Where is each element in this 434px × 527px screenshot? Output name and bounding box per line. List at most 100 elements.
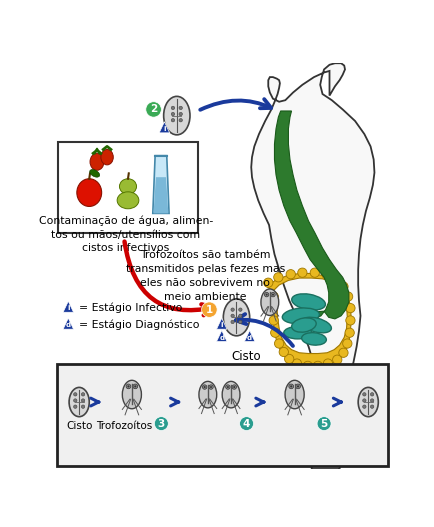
Circle shape <box>322 359 332 368</box>
Ellipse shape <box>283 327 311 339</box>
Ellipse shape <box>291 318 316 332</box>
Bar <box>57 364 388 466</box>
Text: 5: 5 <box>320 418 327 428</box>
Ellipse shape <box>282 308 319 324</box>
Polygon shape <box>159 122 169 133</box>
Circle shape <box>73 405 77 408</box>
Circle shape <box>238 320 242 324</box>
Circle shape <box>81 393 85 396</box>
Text: = Estágio Infectivo: = Estágio Infectivo <box>79 303 182 314</box>
Circle shape <box>171 112 174 116</box>
Polygon shape <box>216 330 227 341</box>
Circle shape <box>264 292 268 297</box>
Text: Cisto: Cisto <box>231 350 261 363</box>
Ellipse shape <box>89 170 99 177</box>
Text: = Estágio Diagnóstico: = Estágio Diagnóstico <box>79 320 199 330</box>
Circle shape <box>362 405 365 408</box>
Circle shape <box>344 328 353 337</box>
Circle shape <box>309 268 319 277</box>
Ellipse shape <box>117 192 138 209</box>
Circle shape <box>279 347 288 357</box>
Circle shape <box>345 316 354 325</box>
Text: i: i <box>220 323 223 328</box>
Ellipse shape <box>301 333 326 345</box>
Circle shape <box>331 275 340 284</box>
Text: Trofozoítos são também
transmitidos pelas fezes mas
eles não sobrevivem no
meio : Trofozoítos são também transmitidos pela… <box>125 250 284 301</box>
Ellipse shape <box>69 387 89 417</box>
Circle shape <box>269 316 278 325</box>
Circle shape <box>292 359 301 368</box>
Circle shape <box>268 304 277 313</box>
Circle shape <box>233 386 235 388</box>
Circle shape <box>269 292 278 301</box>
Ellipse shape <box>357 387 378 417</box>
Circle shape <box>270 292 275 297</box>
Circle shape <box>270 328 279 337</box>
Text: Cisto: Cisto <box>66 421 92 431</box>
Circle shape <box>238 314 242 317</box>
Polygon shape <box>251 63 374 469</box>
Circle shape <box>231 385 236 389</box>
Circle shape <box>271 294 273 296</box>
Circle shape <box>362 399 365 402</box>
Ellipse shape <box>223 299 249 336</box>
Circle shape <box>73 399 77 402</box>
Text: Trofozoítos: Trofozoítos <box>96 421 152 431</box>
Circle shape <box>274 339 283 348</box>
Polygon shape <box>63 318 73 329</box>
Bar <box>58 142 197 232</box>
Circle shape <box>126 384 131 389</box>
Ellipse shape <box>101 150 113 165</box>
Text: Contaminação de água, alimen-
tos ou mãos/utensílios com
cistos infectivos: Contaminação de água, alimen- tos ou mão… <box>39 216 212 253</box>
Polygon shape <box>274 111 348 319</box>
Circle shape <box>81 399 85 402</box>
Text: i: i <box>163 126 165 132</box>
Circle shape <box>134 385 136 387</box>
Text: 3: 3 <box>158 418 164 428</box>
Circle shape <box>201 302 217 317</box>
Ellipse shape <box>163 96 190 135</box>
Circle shape <box>370 405 373 408</box>
Circle shape <box>171 106 174 110</box>
Circle shape <box>362 393 365 396</box>
Circle shape <box>73 393 77 396</box>
Circle shape <box>238 308 242 311</box>
Circle shape <box>284 354 293 364</box>
Polygon shape <box>152 155 169 213</box>
Circle shape <box>230 308 234 311</box>
Circle shape <box>145 102 161 117</box>
Circle shape <box>127 385 129 387</box>
Circle shape <box>263 278 272 287</box>
Circle shape <box>289 385 292 387</box>
Polygon shape <box>63 301 73 313</box>
Circle shape <box>178 106 182 110</box>
Circle shape <box>178 112 182 116</box>
Ellipse shape <box>119 179 136 194</box>
Text: 2: 2 <box>150 104 157 114</box>
Text: i: i <box>67 306 69 311</box>
Circle shape <box>338 348 347 357</box>
Ellipse shape <box>260 289 278 316</box>
Circle shape <box>230 314 234 317</box>
Ellipse shape <box>122 380 141 409</box>
Circle shape <box>296 385 298 387</box>
Circle shape <box>316 417 330 431</box>
Circle shape <box>370 399 373 402</box>
Circle shape <box>81 405 85 408</box>
Circle shape <box>273 272 283 282</box>
Circle shape <box>230 320 234 324</box>
Circle shape <box>302 361 312 370</box>
Circle shape <box>338 282 347 291</box>
Circle shape <box>202 385 207 389</box>
Ellipse shape <box>301 317 331 333</box>
Ellipse shape <box>284 380 303 409</box>
Circle shape <box>297 268 306 277</box>
Ellipse shape <box>77 179 102 207</box>
Ellipse shape <box>222 382 240 408</box>
Circle shape <box>332 355 341 364</box>
Circle shape <box>370 393 373 396</box>
Circle shape <box>288 384 293 389</box>
Polygon shape <box>266 274 350 367</box>
Text: d: d <box>219 335 224 341</box>
Polygon shape <box>216 318 227 329</box>
